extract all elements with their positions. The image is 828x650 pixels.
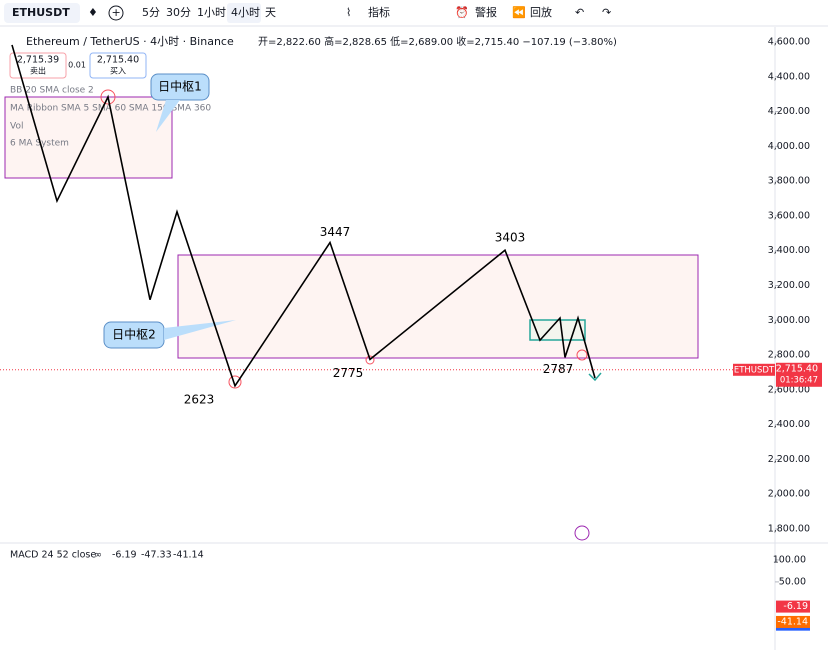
icon[interactable]: ♦ [88,6,98,19]
buy-label[interactable]: 买入 [110,67,126,76]
study[interactable]: 6 MA System [10,139,69,149]
symbol-tag-label: ETHUSDT [734,365,775,375]
legend-ohlc: 开=2,822.60 高=2,828.65 低=2,689.00 收=2,715… [258,35,617,48]
legend-title: Ethereum / TetherUS · 4小时 · Binance [26,35,234,48]
macd-icon[interactable]: ∞ [94,550,102,561]
y-tick-label: 3,400.00 [768,245,810,256]
study[interactable]: Vol [10,122,23,132]
y-tick-label: 3,600.00 [768,210,810,221]
interval[interactable]: 1小时 [197,6,226,19]
add-icon[interactable] [108,5,124,21]
value-tag [776,615,810,628]
y-tick-label: 2,400.00 [768,419,810,430]
buy-button[interactable] [89,52,147,79]
replay[interactable]: 回放 [530,5,552,19]
annotation: 日中枢2 [112,327,156,342]
value-tag [776,600,810,613]
undo[interactable]: ↶ [575,6,584,19]
price-tag-label: 2,715.40 [776,363,818,374]
alert[interactable]: 警报 [475,5,497,19]
pivot-circle [228,375,242,389]
price-tag [776,362,822,387]
macd-value: -41.14 [173,550,204,561]
macd-value: -6.19 [112,550,137,561]
value-tag-label: -6.19 [783,601,808,612]
y-tick-label: 2,800.00 [768,350,810,361]
sell-label[interactable]: 卖出 [30,66,46,76]
countdown: 01:36:47 [780,375,818,385]
zigzag-line [11,44,596,388]
value-tag-label: -41.14 [777,616,808,627]
indicators[interactable]: 指标 [368,5,390,19]
callout-2-tail [164,320,236,340]
callout-1-tail [156,100,180,132]
y-tick-label: 1,800.00 [768,524,810,535]
y-tick-label: 4,200.00 [768,106,810,117]
y-tick-label: 2,600.00 [768,384,810,395]
pivot-label: 3447 [320,225,351,239]
symbol[interactable]: ETHUSDT [12,6,70,19]
pivot-label: 3403 [495,231,526,245]
y-tick-label: 3,000.00 [768,315,810,326]
arrow-head [588,372,602,382]
spread: 0.01 [68,61,86,70]
sell-price[interactable]: 2,715.39 [17,55,59,66]
y-tick-label: 50.00 [779,576,806,587]
buy-price[interactable]: 2,715.40 [97,55,139,66]
replay-icon[interactable]: ⏪ [512,6,526,19]
interval-active[interactable] [227,3,261,23]
y-tick-label: 100.00 [773,554,806,565]
y-tick-label: 2,000.00 [768,489,810,500]
interval[interactable]: 30分 [166,6,191,19]
zone-box-2 [177,254,699,359]
y-tick-label: 3,800.00 [768,176,810,187]
zone-box-1 [4,96,173,179]
pivot-label: 2623 [184,392,215,406]
pivot-circle [365,355,375,365]
pivot-label: 2787 [543,362,574,376]
macd-title: MACD 24 52 close [10,550,96,561]
pivot-circle [576,349,588,361]
y-tick-label: 4,000.00 [768,141,810,152]
interval[interactable]: 天 [265,6,276,19]
y-tick-label: 4,400.00 [768,71,810,82]
y-tick-label: 3,200.00 [768,280,810,291]
event-icon[interactable] [574,525,590,541]
annotation: 日中枢1 [158,79,202,94]
sell-button[interactable] [9,52,67,79]
y-tick-label: 4,600.00 [768,37,810,48]
symbol-box[interactable] [4,3,80,23]
pivot-circle [100,89,116,105]
redo[interactable]: ↷ [602,6,611,19]
indicator-icon[interactable]: ⌇ [346,6,351,19]
pivot-label: 2775 [333,366,364,380]
interval[interactable]: 4小时 [231,6,260,19]
alert-icon[interactable]: ⏰ [455,5,469,19]
macd-value: -47.33 [141,550,172,561]
add-icon-plus[interactable]: + [112,6,121,19]
interval[interactable]: 5分 [142,6,160,19]
y-tick-label: 2,200.00 [768,454,810,465]
study[interactable]: BB 20 SMA close 2 [10,86,94,96]
symbol-tag [733,363,775,376]
toolbar [0,0,828,26]
